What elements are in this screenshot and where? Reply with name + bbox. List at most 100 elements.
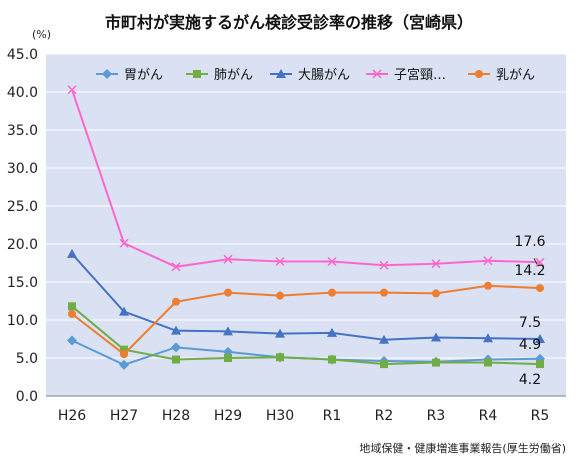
data-point-stroke xyxy=(431,259,441,269)
chart-title: 市町村が実施するがん検診受診率の推移（宮崎県） xyxy=(105,13,473,32)
data-point xyxy=(431,332,441,342)
data-point xyxy=(119,306,129,316)
data-point xyxy=(372,69,382,79)
legend: 胃がん 肺がん 大腸がん 子宮頸… 乳がん xyxy=(96,67,535,83)
data-label: 7.5 xyxy=(519,315,541,331)
data-point xyxy=(120,345,128,354)
data-point xyxy=(275,256,285,267)
data-point xyxy=(276,353,284,362)
x-tick-label: R1 xyxy=(323,408,342,424)
legend-label: 胃がん xyxy=(124,68,163,83)
data-point xyxy=(276,69,286,78)
y-tick-label: 5.0 xyxy=(16,351,38,367)
y-tick-label: 45.0 xyxy=(7,47,38,63)
series-line xyxy=(71,284,541,356)
data-point xyxy=(484,281,492,290)
data-point xyxy=(327,256,337,267)
series-3 xyxy=(67,248,545,344)
data-point xyxy=(379,260,389,270)
data-point-stroke xyxy=(171,262,181,272)
data-point-stroke xyxy=(535,257,545,267)
data-point xyxy=(172,297,180,306)
data-point xyxy=(475,70,483,78)
data-point xyxy=(223,326,233,336)
data-point xyxy=(171,342,181,353)
legend-item-2: 肺がん xyxy=(186,68,253,83)
y-tick-label: 20.0 xyxy=(7,237,38,253)
legend-item-5: 乳がん xyxy=(468,68,535,83)
data-point-stroke xyxy=(372,69,382,79)
data-point xyxy=(68,302,76,311)
data-point xyxy=(328,288,336,297)
data-point xyxy=(379,334,389,344)
legend-item-4: 子宮頸… xyxy=(366,67,446,83)
x-tick-label: R3 xyxy=(427,408,446,424)
series-line xyxy=(71,253,541,341)
data-point xyxy=(224,288,232,297)
legend-label: 乳がん xyxy=(496,68,535,83)
legend-item-1: 胃がん xyxy=(96,68,163,83)
grid xyxy=(46,53,566,397)
x-tick-label: H27 xyxy=(110,408,138,424)
y-tick-label: 25.0 xyxy=(7,199,38,215)
data-point xyxy=(380,288,388,297)
series-2 xyxy=(68,302,544,369)
data-point xyxy=(535,257,545,267)
data-point xyxy=(327,327,337,337)
data-labels: 17.6 14.2 7.5 4.9 4.2 xyxy=(514,234,545,388)
y-tick-label: 10.0 xyxy=(7,313,38,329)
data-point-stroke xyxy=(223,254,233,264)
y-axis: 0.0 5.0 10.0 15.0 20.0 25.0 30.0 35.0 40.0 45.0 xyxy=(7,47,38,405)
data-point-stroke xyxy=(275,256,285,267)
label-leader-line xyxy=(533,258,538,265)
data-point-stroke xyxy=(327,256,337,267)
y-tick-label: 35.0 xyxy=(7,123,38,139)
legend-label: 子宮頸… xyxy=(394,67,446,83)
data-point xyxy=(432,289,440,298)
data-point xyxy=(172,355,180,364)
data-point xyxy=(223,254,233,264)
data-point xyxy=(275,328,285,338)
x-tick-label: R5 xyxy=(531,408,550,424)
legend-label: 大腸がん xyxy=(298,68,350,83)
data-point xyxy=(102,69,112,79)
data-point xyxy=(432,358,440,367)
data-label: 17.6 xyxy=(514,234,545,250)
data-label: 4.9 xyxy=(519,337,541,353)
data-point-stroke xyxy=(67,85,77,95)
x-tick-label: H28 xyxy=(162,408,190,424)
data-point xyxy=(380,360,388,369)
x-tick-label: H29 xyxy=(214,408,242,424)
data-point xyxy=(171,262,181,272)
series-4 xyxy=(67,85,545,272)
data-point xyxy=(119,238,129,248)
y-unit-label: (%) xyxy=(32,28,51,41)
data-point xyxy=(484,358,492,367)
series-5 xyxy=(68,281,544,359)
data-point xyxy=(120,350,128,359)
data-point xyxy=(119,359,129,370)
data-point xyxy=(483,333,493,343)
data-point xyxy=(224,354,232,362)
x-tick-label: H30 xyxy=(266,408,294,424)
data-label: 4.2 xyxy=(519,372,541,388)
data-point-stroke xyxy=(119,238,129,248)
y-tick-label: 30.0 xyxy=(7,161,38,177)
series-line xyxy=(71,89,541,268)
y-tick-label: 15.0 xyxy=(7,275,38,291)
data-point-stroke xyxy=(379,260,389,270)
x-tick-label: R4 xyxy=(479,408,498,424)
source-note: 地域保健・健康増進事業報告(厚生労働省) xyxy=(359,441,566,455)
data-point xyxy=(67,335,77,346)
data-point-stroke xyxy=(483,256,493,266)
series-line xyxy=(71,305,541,366)
y-tick-label: 40.0 xyxy=(7,85,38,101)
data-point xyxy=(68,309,76,318)
legend-item-3: 大腸がん xyxy=(270,68,350,83)
legend-label: 肺がん xyxy=(214,68,253,83)
data-point xyxy=(483,256,493,266)
data-point xyxy=(431,259,441,269)
data-point xyxy=(67,248,77,258)
x-tick-label: H26 xyxy=(58,408,86,424)
data-point xyxy=(67,85,77,95)
